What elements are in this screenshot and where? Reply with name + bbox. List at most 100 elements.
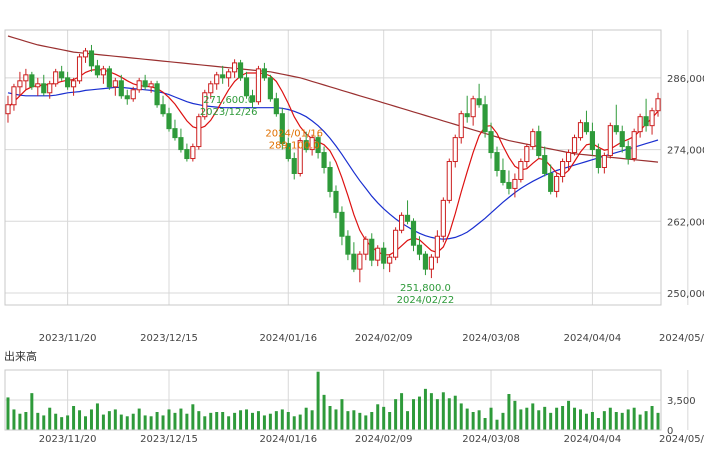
candle-body: [112, 80, 118, 88]
candle-body: [148, 83, 154, 88]
volume-bar: [30, 393, 34, 430]
price-x-tick-label: 2023/12/15: [140, 333, 198, 344]
candle-body: [369, 238, 375, 261]
volume-bar: [233, 412, 237, 430]
volume-bar: [95, 403, 99, 430]
volume-bar: [584, 413, 588, 430]
candle-body: [202, 92, 208, 118]
price-frame: [4, 29, 662, 306]
volume-bar: [596, 418, 600, 430]
volume-bar: [286, 412, 290, 430]
candle-body: [655, 98, 661, 112]
candle-body: [100, 68, 106, 76]
volume-bar: [364, 415, 368, 430]
volume-bar: [251, 412, 254, 430]
volume-bar: [143, 415, 147, 430]
candle-body: [398, 214, 405, 231]
candle-body: [279, 113, 285, 145]
volume-bar: [66, 415, 70, 430]
volume-bar: [36, 412, 40, 430]
volume-bar: [245, 409, 249, 430]
candle-body: [11, 86, 17, 106]
volume-bar: [525, 407, 529, 430]
volume-bar: [185, 413, 189, 430]
volume-bar: [519, 409, 523, 430]
volume-bar: [54, 413, 58, 430]
candle-body: [452, 137, 458, 163]
candle-body: [226, 71, 232, 79]
volume-bar: [239, 410, 243, 430]
volume-bar: [376, 404, 380, 430]
candle-body: [5, 104, 11, 115]
candle-body: [524, 146, 530, 163]
volume-bar: [531, 403, 535, 430]
candle-body: [321, 152, 327, 169]
candle-body: [577, 122, 584, 139]
candle-body: [637, 116, 643, 133]
volume-bar: [167, 409, 171, 430]
candle-body: [583, 122, 590, 133]
volume-bar: [358, 412, 362, 430]
candle-body: [47, 83, 53, 94]
candle-body: [428, 256, 434, 270]
candle-body: [291, 158, 297, 174]
volume-bar: [197, 411, 201, 430]
candle-body: [65, 77, 71, 88]
volume-x-tick-label: 2024/03/08: [462, 434, 520, 445]
candle-body: [261, 68, 268, 79]
volume-bar: [620, 412, 624, 430]
candle-body: [297, 140, 303, 174]
candle-body: [106, 68, 112, 88]
candle-body: [94, 65, 101, 76]
volume-bar: [549, 412, 553, 430]
volume-bar: [388, 412, 392, 430]
candle-body: [190, 146, 196, 160]
candle-body: [237, 62, 244, 79]
volume-bar: [459, 403, 463, 430]
candle-body: [500, 169, 506, 183]
candle-body: [422, 253, 429, 270]
candle-body: [613, 125, 619, 133]
volume-bars: [6, 371, 660, 430]
candles: [5, 44, 661, 283]
volume-bar: [24, 412, 28, 430]
volume-bar: [555, 407, 559, 430]
volume-bar: [18, 413, 22, 430]
candle-body: [214, 74, 220, 85]
candle-body: [285, 143, 291, 160]
candle-body: [410, 220, 417, 246]
volume-bar: [215, 412, 219, 430]
candle-body: [333, 190, 339, 213]
volume-bar: [429, 393, 433, 430]
volume-bar: [304, 407, 308, 430]
candle-body: [178, 137, 184, 151]
candle-body: [220, 74, 226, 79]
candle-body: [488, 131, 494, 154]
candle-body: [303, 140, 309, 151]
candle-body: [446, 161, 452, 201]
candle-body: [315, 137, 321, 154]
candle-body: [393, 229, 399, 258]
volume-bar: [352, 410, 356, 430]
candle-body: [23, 74, 29, 82]
volume-bar: [614, 412, 618, 430]
volume-bar: [179, 408, 183, 430]
volume-bar: [495, 419, 499, 430]
candle-body: [643, 116, 649, 127]
candle-body: [482, 104, 488, 133]
volume-bar: [322, 394, 326, 430]
candle-body: [506, 181, 512, 189]
candle-body: [625, 146, 631, 160]
volume-bar: [453, 395, 457, 430]
volume-bar: [656, 412, 660, 430]
volume-bar: [573, 407, 577, 430]
volume-bar: [155, 412, 159, 430]
volume-bar: [513, 400, 517, 430]
candle-body: [88, 50, 95, 67]
candle-body: [243, 77, 250, 97]
volume-bar: [340, 399, 344, 430]
volume-x-tick-label: 2023/12/15: [140, 434, 198, 445]
volume-bar: [406, 411, 410, 430]
volume-bar: [382, 406, 386, 430]
